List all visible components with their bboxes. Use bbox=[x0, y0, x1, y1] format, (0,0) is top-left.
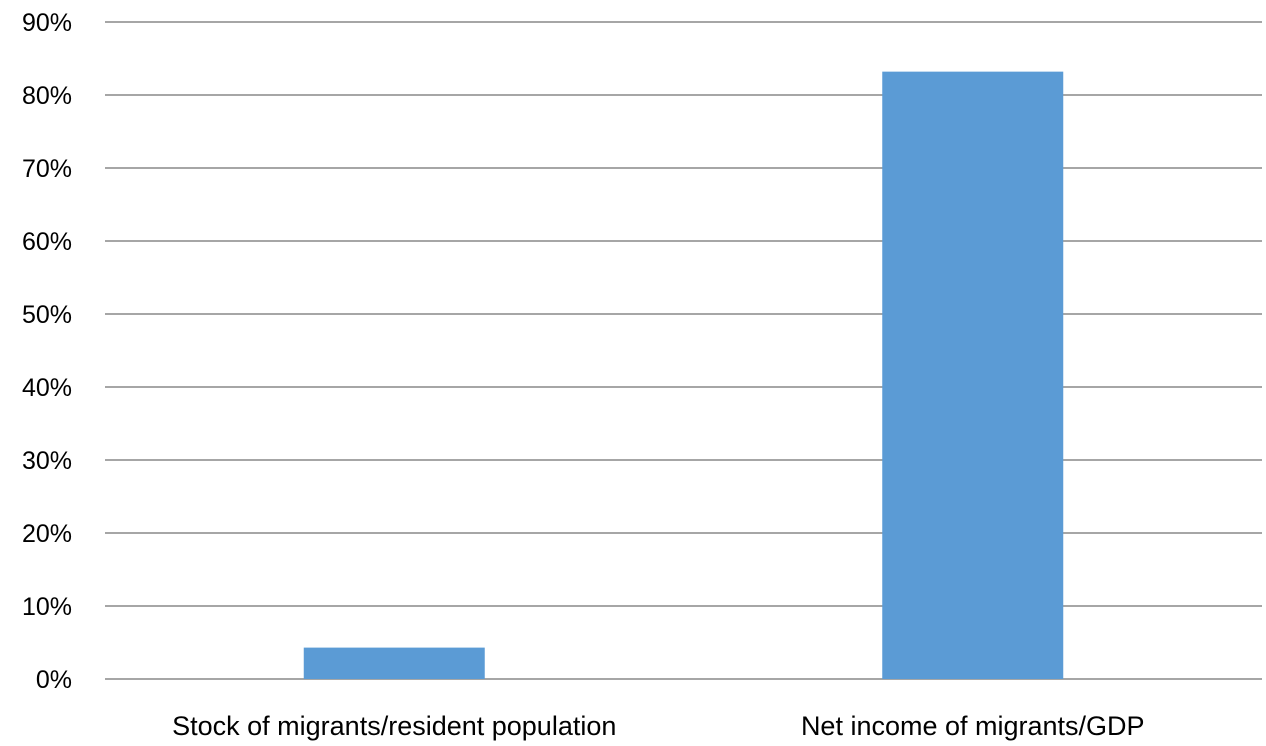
y-axis-tick-labels: 0% 10% 20% 30% 40% 50% 60% 70% 80% 90% bbox=[22, 9, 72, 694]
x-axis-category-labels: Stock of migrants/resident population Net… bbox=[172, 711, 1144, 741]
y-tick-label: 70% bbox=[22, 155, 72, 183]
bar bbox=[303, 647, 485, 679]
x-category-label: Stock of migrants/resident population bbox=[172, 711, 616, 741]
y-tick-label: 20% bbox=[22, 520, 72, 548]
y-tick-label: 80% bbox=[22, 82, 72, 110]
gridlines bbox=[105, 21, 1262, 680]
y-tick-label: 40% bbox=[22, 374, 72, 402]
y-tick-label: 60% bbox=[22, 228, 72, 256]
bar bbox=[882, 71, 1064, 679]
y-tick-label: 10% bbox=[22, 593, 72, 621]
y-tick-label: 0% bbox=[36, 666, 72, 694]
y-tick-label: 90% bbox=[22, 9, 72, 37]
y-tick-label: 50% bbox=[22, 301, 72, 329]
x-category-label: Net income of migrants/GDP bbox=[801, 711, 1145, 741]
y-tick-label: 30% bbox=[22, 447, 72, 475]
bars bbox=[303, 71, 1064, 679]
